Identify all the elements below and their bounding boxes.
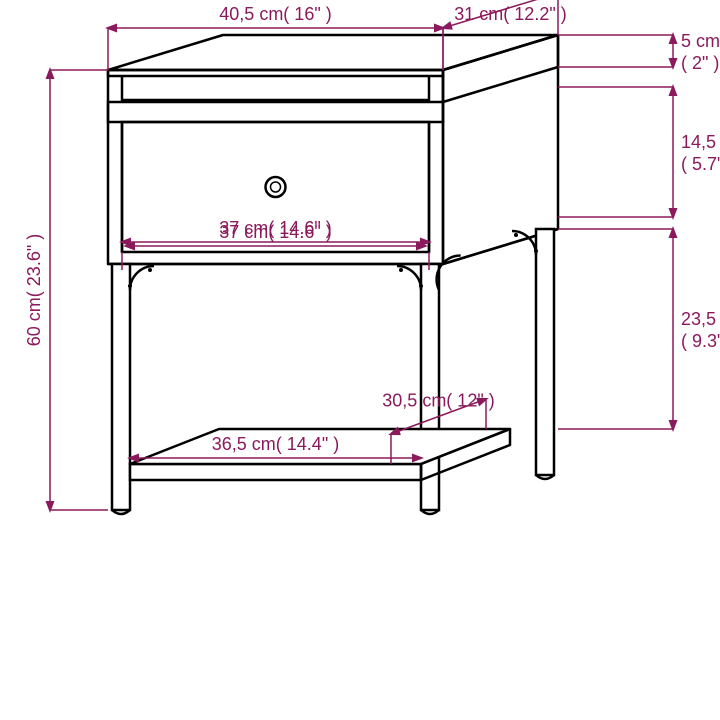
dim-drawer-height-label: 14,5 cm: [681, 132, 720, 152]
dim-shelf-depth-label: 30,5 cm( 12" ): [382, 391, 494, 411]
svg-text:( 5.7" ): ( 5.7" ): [681, 154, 720, 174]
dim-lip-height-label: 5 cm: [681, 31, 720, 51]
dim-width-top: 40,5 cm( 16" ): [108, 4, 443, 28]
dim-total-height-label: 60 cm( 23.6" ): [24, 234, 44, 346]
dim-drawer-height: 14,5 cm( 5.7" ): [673, 87, 720, 217]
dim-width-top-label: 40,5 cm( 16" ): [219, 4, 331, 24]
dim-depth-top-label: 31 cm( 12.2" ): [454, 4, 566, 24]
svg-text:37 cm( 14.6" ): 37 cm( 14.6" ): [219, 222, 331, 242]
dim-total-height: 60 cm( 23.6" ): [24, 70, 50, 510]
svg-text:( 2" ): ( 2" ): [681, 53, 719, 73]
dim-leg-height-label: 23,5 cm: [681, 309, 720, 329]
svg-text:36,5 cm( 14.4" ): 36,5 cm( 14.4" ): [212, 434, 339, 454]
svg-text:( 9.3" ): ( 9.3" ): [681, 331, 720, 351]
dim-lip-height: 5 cm( 2" ): [673, 31, 720, 73]
dim-leg-height: 23,5 cm( 9.3" ): [673, 229, 720, 429]
